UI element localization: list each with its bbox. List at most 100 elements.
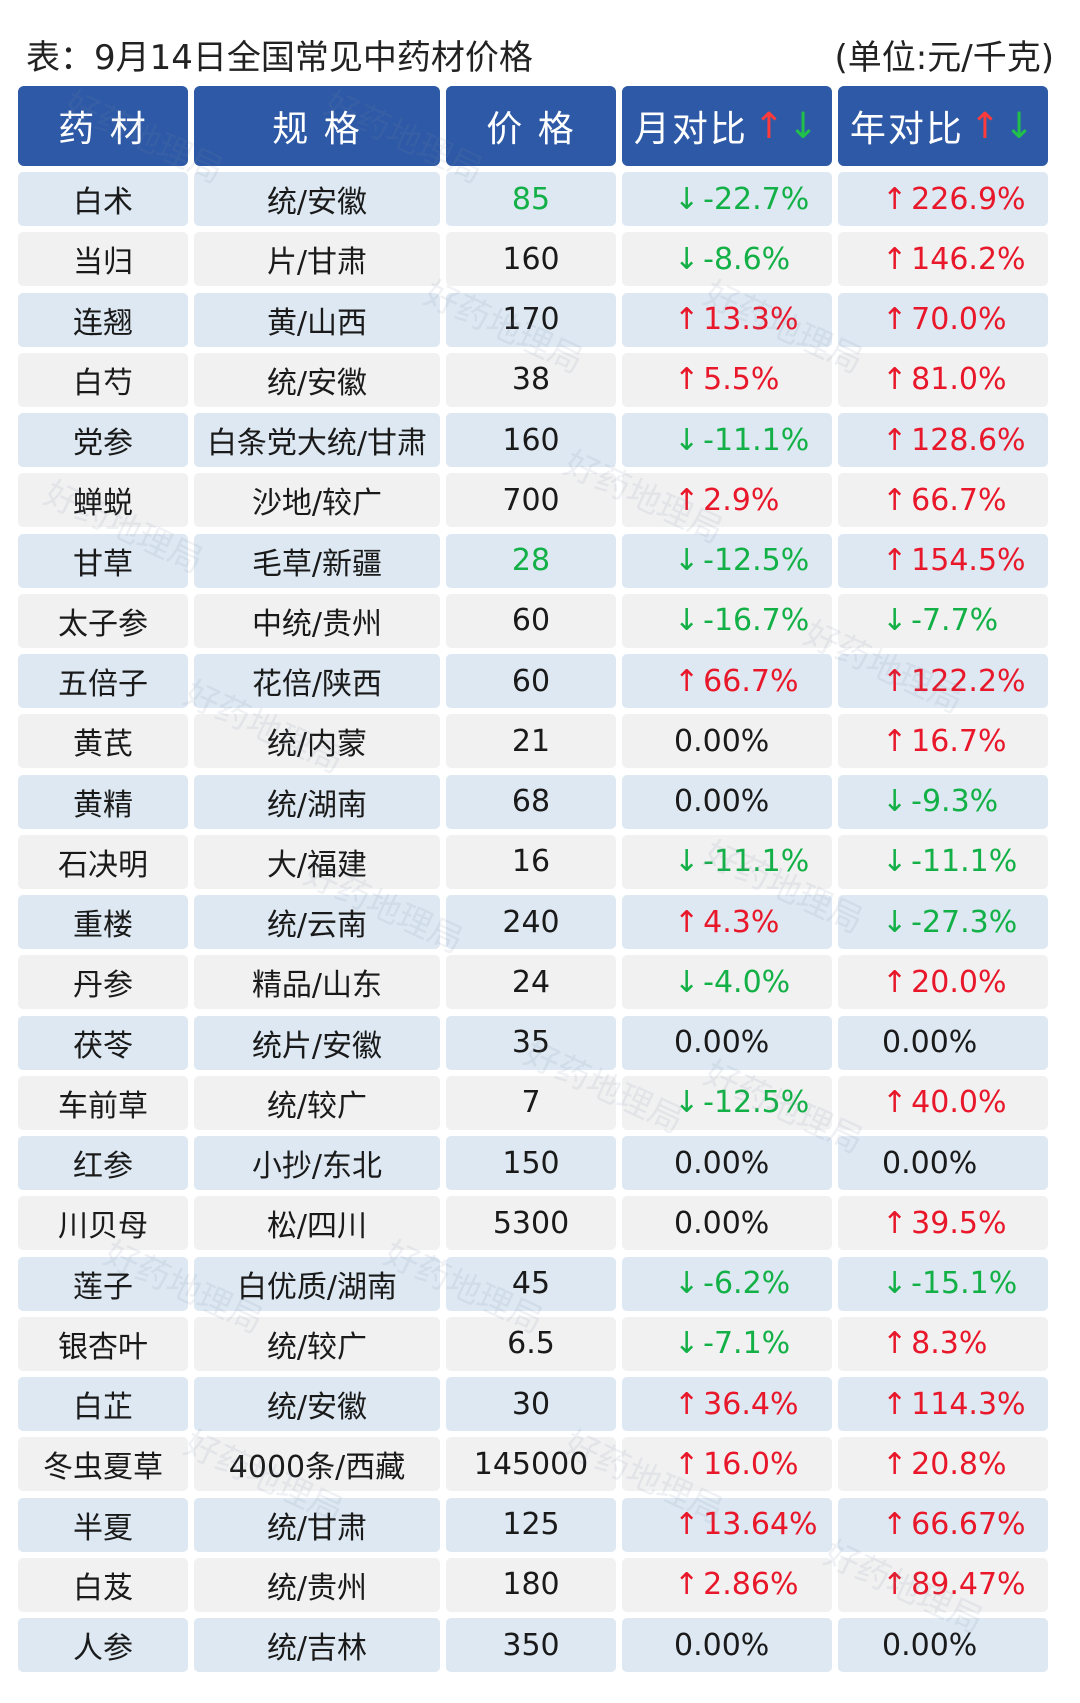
year-change: ↑ 8.3% [838, 1316, 1048, 1371]
table-row: 白芨 统/贵州 180 ↑ 2.86% ↑ 89.47% [18, 1557, 1062, 1612]
month-change-value: -7.1% [703, 1326, 791, 1362]
year-change: 0.00% [838, 1136, 1048, 1190]
month-change-value: -16.7% [703, 603, 810, 639]
month-change-value: -6.2% [703, 1266, 791, 1301]
arrow-up-icon: ↑ [674, 302, 700, 337]
year-change: ↓ -15.1% [838, 1256, 1048, 1311]
herb-spec: 统/较广 [194, 1316, 440, 1371]
herb-name-value: 人参 [73, 1631, 133, 1666]
arrow-up-icon: ↑ [882, 1446, 908, 1482]
year-change-value: 40.0% [911, 1085, 1007, 1121]
table-row: 红参 小抄/东北 150 0.00% 0.00% [18, 1136, 1062, 1190]
table-header: 药 材 规 格 价 格 月对比 ↑ ↓ 年对比 ↑ ↓ [18, 86, 1062, 166]
month-change: ↓ -11.1% [622, 834, 832, 889]
month-change-value: 0.00% [674, 1025, 770, 1060]
herb-name: 石决明 [18, 834, 188, 889]
year-change: ↓ -27.3% [838, 895, 1048, 949]
herb-name: 五倍子 [18, 654, 188, 708]
header-month: 月对比 ↑ ↓ [622, 86, 832, 166]
arrow-down-icon: ↓ [674, 964, 700, 1000]
herb-price-value: 6.5 [507, 1326, 555, 1362]
sort-down-icon: ↓ [788, 105, 821, 147]
herb-price-value: 60 [511, 603, 551, 639]
arrow-up-icon: ↑ [674, 1386, 700, 1422]
herb-name: 车前草 [18, 1075, 188, 1130]
herb-spec: 片/甘肃 [194, 232, 440, 287]
herb-spec: 统/较广 [194, 1075, 440, 1130]
herb-name-value: 银杏叶 [58, 1329, 148, 1365]
herb-spec-value: 统/内蒙 [266, 727, 368, 763]
arrow-up-icon: ↑ [882, 543, 908, 578]
header-year: 年对比 ↑ ↓ [838, 86, 1048, 166]
year-change-value: 146.2% [911, 241, 1026, 277]
herb-name: 太子参 [18, 593, 188, 648]
herb-spec-value: 统/安徽 [266, 365, 368, 401]
herb-spec: 4000条/西藏 [194, 1437, 440, 1492]
arrow-up-icon: ↑ [674, 1507, 700, 1542]
herb-spec-value: 小抄/东北 [251, 1149, 383, 1184]
arrow-up-icon: ↑ [882, 241, 908, 277]
year-change: ↑ 40.0% [838, 1075, 1048, 1130]
herb-spec-value: 统/安徽 [266, 1390, 368, 1425]
month-change-value: -11.1% [703, 844, 810, 880]
herb-price-value: 30 [511, 1386, 551, 1422]
year-change: ↑ 66.67% [838, 1497, 1048, 1552]
month-change: 0.00% [622, 1136, 832, 1190]
herb-price: 7 [446, 1075, 616, 1130]
month-change-value: 0.00% [674, 723, 770, 759]
herb-price-value: 16 [511, 844, 551, 880]
herb-price: 35 [446, 1015, 616, 1070]
month-change: ↓ -4.0% [622, 955, 832, 1010]
herb-price: 350 [446, 1618, 616, 1672]
year-change-value: 89.47% [911, 1567, 1026, 1603]
arrow-down-icon: ↓ [882, 1266, 908, 1301]
arrow-down-icon: ↓ [674, 181, 700, 217]
month-change-value: 0.00% [674, 1627, 770, 1663]
year-change-value: 20.8% [911, 1446, 1007, 1482]
herb-price: 170 [446, 292, 616, 347]
herb-spec: 花倍/陕西 [194, 654, 440, 708]
herb-price: 68 [446, 774, 616, 829]
herb-name-value: 车前草 [58, 1088, 148, 1124]
year-change-value: -27.3% [911, 904, 1018, 940]
herb-spec-value: 统/湖南 [266, 787, 368, 823]
year-change: ↑ 89.47% [838, 1557, 1048, 1612]
year-change: 0.00% [838, 1618, 1048, 1672]
year-change-value: -11.1% [911, 844, 1018, 880]
month-change-value: 16.0% [703, 1446, 799, 1482]
herb-price: 60 [446, 593, 616, 648]
herb-spec: 统/内蒙 [194, 714, 440, 769]
herb-spec-value: 白优质/湖南 [236, 1269, 398, 1305]
year-change: ↑ 81.0% [838, 352, 1048, 407]
herb-price: 240 [446, 895, 616, 949]
herb-price: 160 [446, 232, 616, 287]
arrow-down-icon: ↓ [882, 844, 908, 880]
month-change: ↑ 2.86% [622, 1557, 832, 1612]
month-change-value: 13.64% [703, 1507, 818, 1542]
herb-spec-value: 黄/山西 [266, 305, 368, 341]
herb-spec: 统片/安徽 [194, 1015, 440, 1070]
month-change-value: 0.00% [674, 1145, 770, 1181]
year-change-value: 122.2% [911, 663, 1026, 699]
herb-spec-value: 统/安徽 [266, 185, 368, 220]
month-change-value: 4.3% [703, 904, 780, 940]
herb-price: 30 [446, 1377, 616, 1431]
herb-price-value: 7 [521, 1085, 541, 1121]
herb-price-value: 85 [511, 181, 551, 217]
herb-spec-value: 中统/贵州 [251, 606, 383, 642]
month-change: ↑ 2.9% [622, 473, 832, 528]
year-change-value: 0.00% [882, 1627, 978, 1663]
year-change: ↑ 20.0% [838, 955, 1048, 1010]
herb-spec-value: 4000条/西藏 [228, 1450, 406, 1486]
month-change: ↑ 36.4% [622, 1377, 832, 1431]
year-change-value: -9.3% [911, 784, 999, 819]
herb-name: 白术 [18, 172, 188, 226]
year-change-value: 66.67% [911, 1507, 1026, 1542]
table-row: 黄芪 统/内蒙 21 0.00% ↑ 16.7% [18, 714, 1062, 769]
month-change-value: 13.3% [703, 302, 799, 337]
month-change: 0.00% [622, 774, 832, 829]
herb-spec: 统/贵州 [194, 1557, 440, 1612]
herb-name-value: 石决明 [58, 847, 148, 883]
header-year-label: 年对比 [849, 109, 964, 150]
